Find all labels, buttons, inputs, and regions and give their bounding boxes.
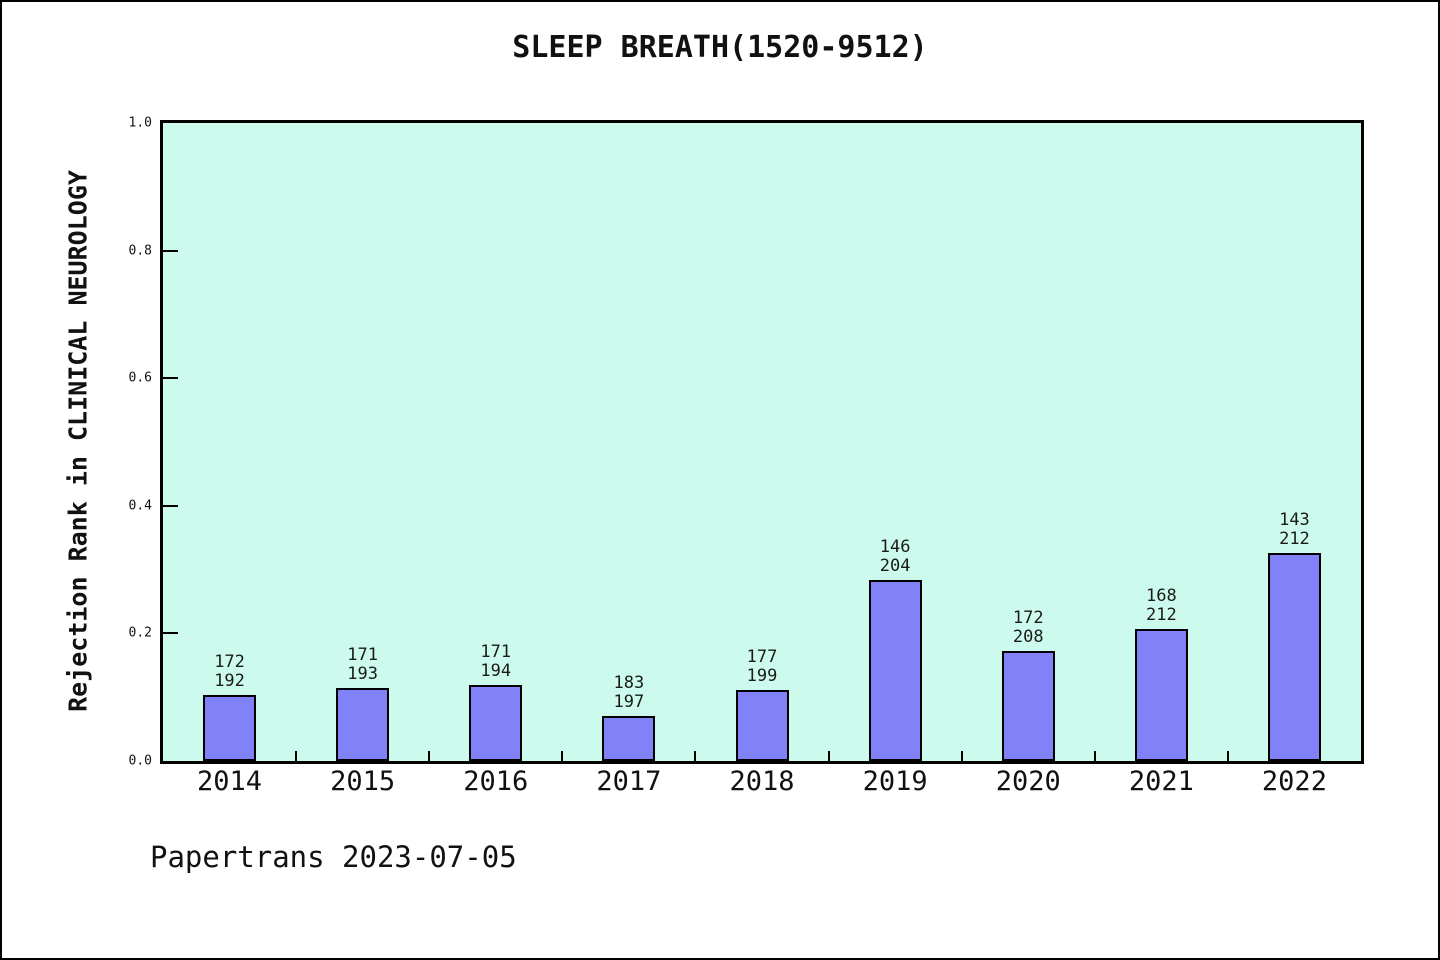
x-tick-mark [561,751,564,761]
y-tick-label: 0.4 [128,498,152,514]
y-tick-mark [163,249,178,252]
y-tick-label: 0.0 [128,753,152,769]
bar-value-label: 172 208 [1012,607,1044,647]
x-tick-label-2015: 2015 [330,766,396,797]
y-tick-label: 0.8 [128,243,152,259]
x-tick-label-2019: 2019 [862,766,928,797]
bar-value-label: 183 197 [613,672,645,712]
x-tick-label-2016: 2016 [463,766,529,797]
bar-2018 [736,690,789,761]
y-tick-mark [163,377,178,380]
x-tick-label-2022: 2022 [1261,766,1327,797]
bar-2022 [1268,553,1321,761]
plot-area: 172 192 171 193 171 194 183 197 177 199 146 2… [160,120,1364,764]
bar-value-label: 146 204 [879,536,911,576]
bar-2021 [1135,629,1188,761]
bar-2016 [469,685,522,761]
bar-value-label: 171 193 [347,644,379,684]
x-tick-label-2021: 2021 [1128,766,1194,797]
bar-value-label: 171 194 [480,641,512,681]
bar-2014 [203,695,256,761]
y-tick-label: 1.0 [128,115,152,131]
x-tick-mark [827,751,830,761]
x-tick-mark [960,751,963,761]
x-tick-mark [1093,751,1096,761]
x-tick-label-2014: 2014 [197,766,263,797]
x-tick-mark [694,751,697,761]
y-tick-mark [163,504,178,507]
x-tick-mark [428,751,431,761]
y-axis-title: Rejection Rank in CLINICAL NEUROLOGY [63,170,93,712]
bar-value-label: 168 212 [1145,585,1177,625]
y-tick-label: 0.2 [128,625,152,641]
bar-2015 [336,688,389,761]
x-tick-label-2018: 2018 [729,766,795,797]
x-tick-mark [1226,751,1229,761]
y-tick-label: 0.6 [128,370,152,386]
chart-title: SLEEP BREATH(1520-9512) [512,30,928,65]
footer-text: Papertrans 2023-07-05 [150,840,517,874]
y-tick-mark [163,632,178,635]
x-tick-mark [295,751,298,761]
bar-value-label: 143 212 [1279,509,1310,549]
x-tick-label-2017: 2017 [596,766,662,797]
x-tick-label-2020: 2020 [995,766,1061,797]
bar-value-label: 172 192 [214,651,245,691]
bar-value-label: 177 199 [746,646,778,686]
bar-2017 [602,716,655,761]
bar-2019 [869,580,922,761]
bar-2020 [1002,651,1055,761]
